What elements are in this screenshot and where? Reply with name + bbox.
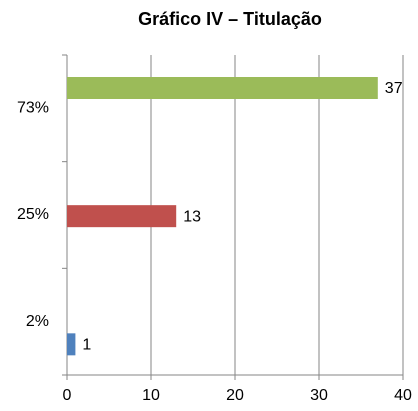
x-tick-label: 20	[226, 387, 244, 404]
chart-title: Gráfico IV – Titulação	[138, 9, 322, 29]
x-tick-label: 0	[63, 387, 72, 404]
y-tick-label: 25%	[17, 206, 49, 223]
data-label: 37	[385, 80, 403, 97]
bar	[67, 77, 378, 99]
x-tick-label: 40	[394, 387, 412, 404]
data-label: 1	[82, 337, 91, 354]
data-label: 13	[183, 208, 201, 225]
bar	[67, 333, 76, 356]
x-tick-label: 30	[310, 387, 328, 404]
y-tick-label: 73%	[17, 100, 49, 117]
y-tick-label: 2%	[26, 313, 49, 330]
x-tick-label: 10	[142, 387, 160, 404]
bar	[67, 205, 177, 228]
